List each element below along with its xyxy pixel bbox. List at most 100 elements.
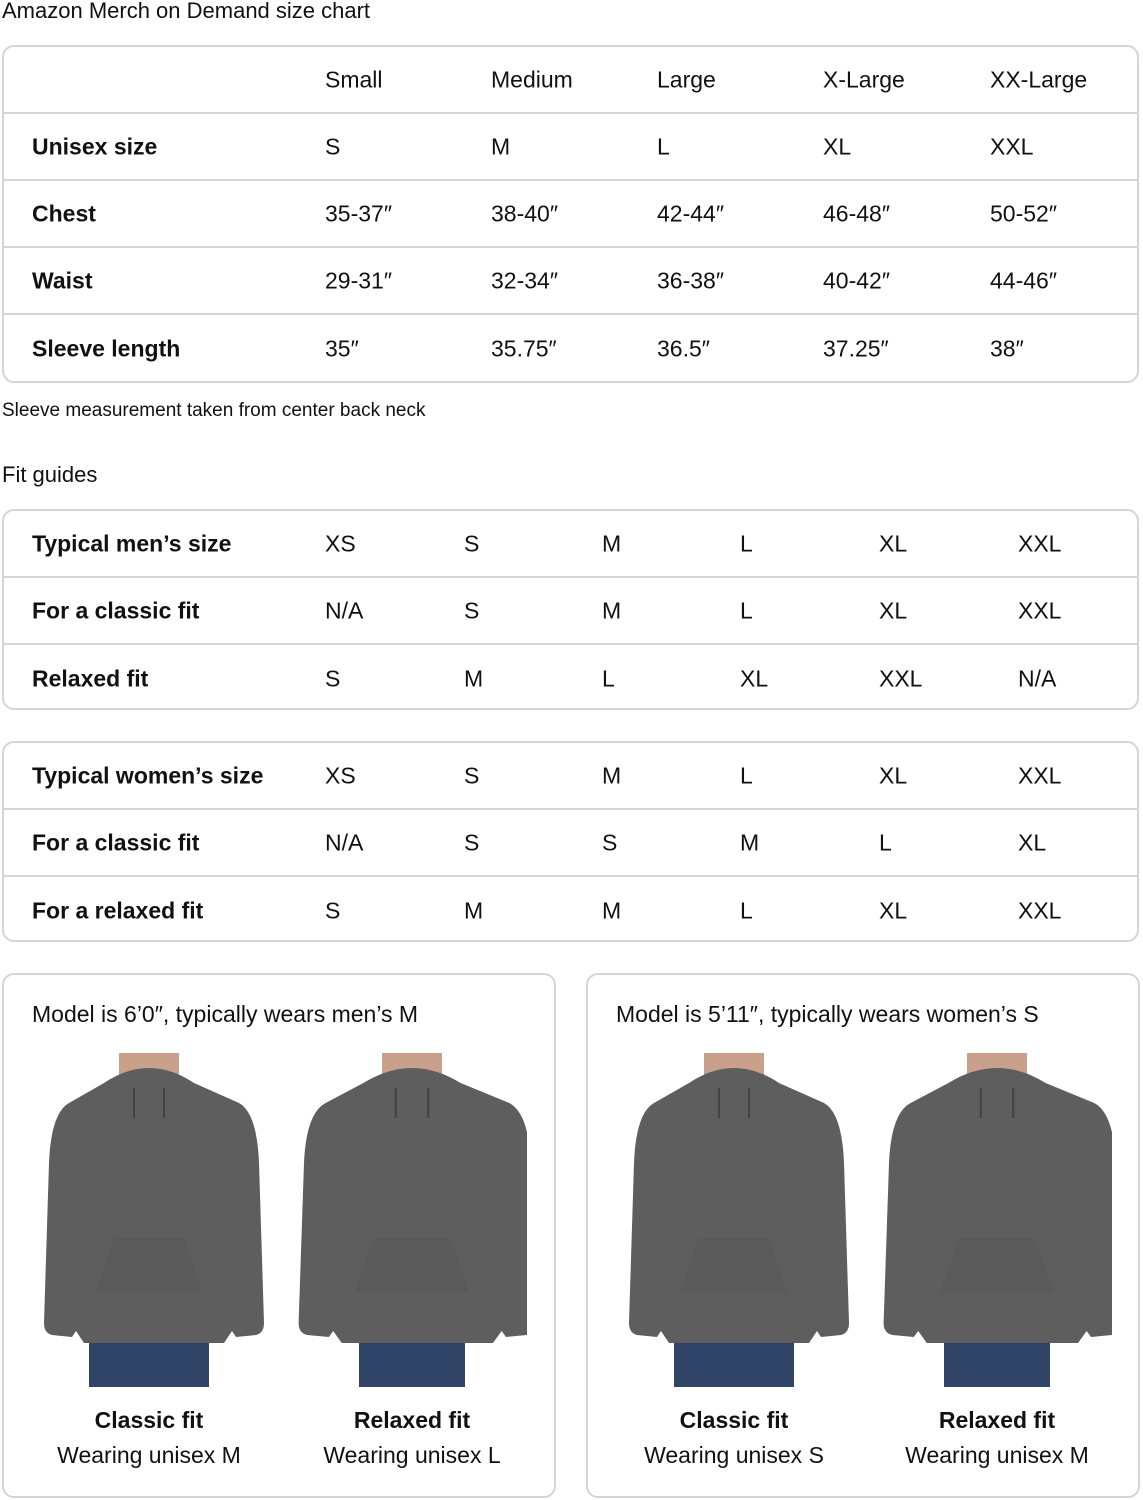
row-label: Typical women’s size <box>32 762 264 788</box>
table-cell: M <box>464 665 484 691</box>
fit-label: Relaxed fit <box>353 1407 471 1433</box>
table-cell: XXL <box>1018 530 1062 556</box>
table-cell: Medium <box>491 66 573 92</box>
table-cell: N/A <box>1018 665 1057 691</box>
table-cell: 46-48″ <box>823 200 890 226</box>
model-photo-relaxed <box>297 1053 537 1387</box>
table-row: Typical women’s size XS S M L XL XXL <box>4 743 1137 810</box>
model-description: Model is 5’11″, typically wears women’s … <box>616 1001 1039 1027</box>
jeans <box>674 1338 794 1387</box>
table-cell: 50-52″ <box>990 200 1057 226</box>
fit-guides-heading: Fit guides <box>2 462 98 487</box>
table-cell: XL <box>823 133 852 159</box>
table-cell: N/A <box>325 597 364 623</box>
row-label: For a relaxed fit <box>32 897 204 923</box>
table-cell: S <box>325 665 341 691</box>
table-cell: 40-42″ <box>823 267 890 293</box>
row-label: Relaxed fit <box>32 665 149 691</box>
table-row: For a relaxed fit S M M L XL XXL <box>4 877 1137 940</box>
table-cell: S <box>464 530 480 556</box>
table-cell: 32-34″ <box>491 267 558 293</box>
table-row: Relaxed fit S M L XL XXL N/A <box>4 645 1137 708</box>
table-cell: L <box>740 597 753 623</box>
model-description: Model is 6’0″, typically wears men’s M <box>32 1001 419 1027</box>
wearing-label: Wearing unisex M <box>57 1442 241 1468</box>
model-photo-classic <box>619 1053 849 1387</box>
size-chart-table: Small Medium Large X-Large XX-Large Unisex si… <box>2 45 1139 383</box>
photo-caption: Relaxed fit Wearing unisex M <box>867 1407 1127 1469</box>
mens-fit-table: Typical men’s size XS S M L XL XXL For a classi… <box>2 509 1139 710</box>
row-label: Unisex size <box>32 133 158 159</box>
chart-title: Amazon Merch on Demand size chart <box>2 0 371 23</box>
table-cell: XL <box>1018 829 1047 855</box>
photo-caption: Classic fit Wearing unisex S <box>604 1407 864 1469</box>
table-row: Sleeve length 35″ 35.75″ 36.5″ 37.25″ 38″ <box>4 315 1137 381</box>
row-label: Waist <box>32 267 93 293</box>
row-label: Typical men’s size <box>32 530 232 556</box>
table-cell: L <box>740 530 753 556</box>
table-cell: XL <box>879 897 908 923</box>
table-cell: M <box>602 597 622 623</box>
table-cell: XL <box>879 530 908 556</box>
table-cell: S <box>325 897 341 923</box>
table-cell: 44-46″ <box>990 267 1057 293</box>
model-photo-relaxed <box>882 1053 1122 1387</box>
table-cell: S <box>464 829 480 855</box>
table-cell: XL <box>879 762 908 788</box>
model-photo-classic <box>34 1053 264 1387</box>
table-cell: XXL <box>1018 597 1062 623</box>
jeans <box>359 1338 465 1387</box>
table-cell: XS <box>325 762 356 788</box>
table-cell: S <box>602 829 618 855</box>
table-cell: XL <box>879 597 908 623</box>
table-cell: N/A <box>325 829 364 855</box>
wearing-label: Wearing unisex L <box>323 1442 501 1468</box>
womens-fit-table: Typical women’s size XS S M L XL XXL For a clas… <box>2 741 1139 942</box>
photo-caption: Relaxed fit Wearing unisex L <box>282 1407 542 1469</box>
table-cell: 29-31″ <box>325 267 392 293</box>
table-cell: XX-Large <box>990 66 1088 92</box>
table-cell: M <box>602 530 622 556</box>
table-cell: S <box>325 133 341 159</box>
table-cell: S <box>464 762 480 788</box>
table-cell: Large <box>657 66 716 92</box>
table-cell: Small <box>325 66 383 92</box>
wearing-label: Wearing unisex M <box>905 1442 1089 1468</box>
table-cell: 38-40″ <box>491 200 558 226</box>
table-row: Chest 35-37″ 38-40″ 42-44″ 46-48″ 50-52″ <box>4 181 1137 248</box>
table-cell: L <box>740 762 753 788</box>
table-row: Unisex size S M L XL XXL <box>4 114 1137 181</box>
row-label: For a classic fit <box>32 597 200 623</box>
fit-label: Relaxed fit <box>938 1407 1056 1433</box>
table-cell: L <box>602 665 615 691</box>
table-row: Waist 29-31″ 32-34″ 36-38″ 40-42″ 44-46″ <box>4 248 1137 315</box>
table-cell: M <box>464 897 484 923</box>
table-cell: M <box>740 829 760 855</box>
table-cell: XXL <box>990 133 1034 159</box>
table-cell: S <box>464 597 480 623</box>
header-row: Small Medium Large X-Large XX-Large <box>4 47 1137 114</box>
model-card: Model is 6’0″, typically wears men’s M C… <box>2 973 556 1498</box>
wearing-label: Wearing unisex S <box>644 1442 824 1468</box>
table-cell: X-Large <box>823 66 905 92</box>
table-cell: XXL <box>1018 897 1062 923</box>
table-cell: 35-37″ <box>325 200 392 226</box>
row-label: For a classic fit <box>32 829 200 855</box>
table-cell: XL <box>740 665 769 691</box>
table-cell: L <box>879 829 892 855</box>
photo-caption: Classic fit Wearing unisex M <box>19 1407 279 1469</box>
table-row: For a classic fit N/A S M L XL XXL <box>4 578 1137 645</box>
fit-label: Classic fit <box>94 1407 204 1433</box>
table-cell: M <box>602 762 622 788</box>
row-label: Chest <box>32 200 96 226</box>
jeans <box>89 1338 209 1387</box>
table-cell: 35.75″ <box>491 335 557 361</box>
table-cell: 38″ <box>990 335 1024 361</box>
table-cell: 37.25″ <box>823 335 889 361</box>
table-cell: 36-38″ <box>657 267 724 293</box>
table-cell: XXL <box>879 665 923 691</box>
table-cell: M <box>602 897 622 923</box>
table-row: For a classic fit N/A S S M L XL <box>4 810 1137 877</box>
table-row: Typical men’s size XS S M L XL XXL <box>4 511 1137 578</box>
table-cell: XS <box>325 530 356 556</box>
